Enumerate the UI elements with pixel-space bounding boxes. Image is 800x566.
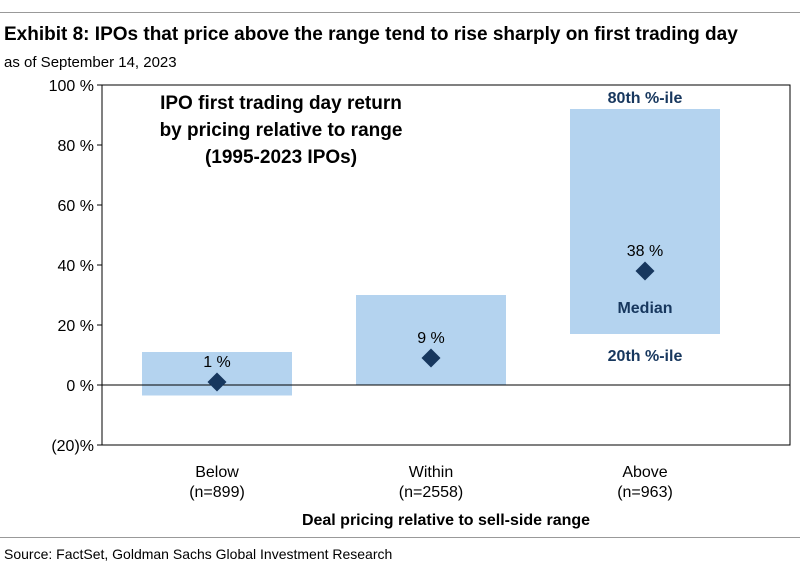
median-data-label: 1 % [203,354,231,371]
x-category-count: (n=963) [617,484,673,501]
y-tick-label: 80 % [58,138,94,155]
source-note: Source: FactSet, Goldman Sachs Global In… [4,546,393,562]
x-axis-title: Deal pricing relative to sell-side range [302,512,590,529]
y-tick-label: 0 % [66,378,94,395]
exhibit-title: Exhibit 8: IPOs that price above the ran… [4,24,738,45]
y-tick-label: 40 % [58,258,94,275]
p20-annotation: 20th %-ile [608,348,683,365]
median-data-label: 38 % [627,243,663,260]
x-category-label: Within [409,464,453,481]
y-tick-label: (20)% [51,438,94,455]
chart-title-line-2: by pricing relative to range [160,120,403,141]
range-bar-above [570,109,720,334]
median-marker [207,372,227,392]
y-tick-label: 20 % [58,318,94,335]
y-tick-label: 60 % [58,198,94,215]
median-marker [635,261,655,281]
median-annotation: Median [617,300,672,317]
chart-title-line-1: IPO first trading day return [160,93,402,114]
median-data-label: 9 % [417,330,445,347]
x-category-label: Above [622,464,667,481]
range-bar-within [356,295,506,385]
bottom-rule [0,537,800,538]
x-category-count: (n=899) [189,484,245,501]
x-category-label: Below [195,464,239,481]
y-tick-label: 100 % [49,78,94,95]
p80-annotation: 80th %-ile [608,90,683,107]
exhibit-subtitle: as of September 14, 2023 [4,54,177,71]
chart-title-line-3: (1995-2023 IPOs) [205,147,357,168]
median-marker [421,348,441,368]
x-category-count: (n=2558) [399,484,464,501]
top-rule [0,12,800,13]
